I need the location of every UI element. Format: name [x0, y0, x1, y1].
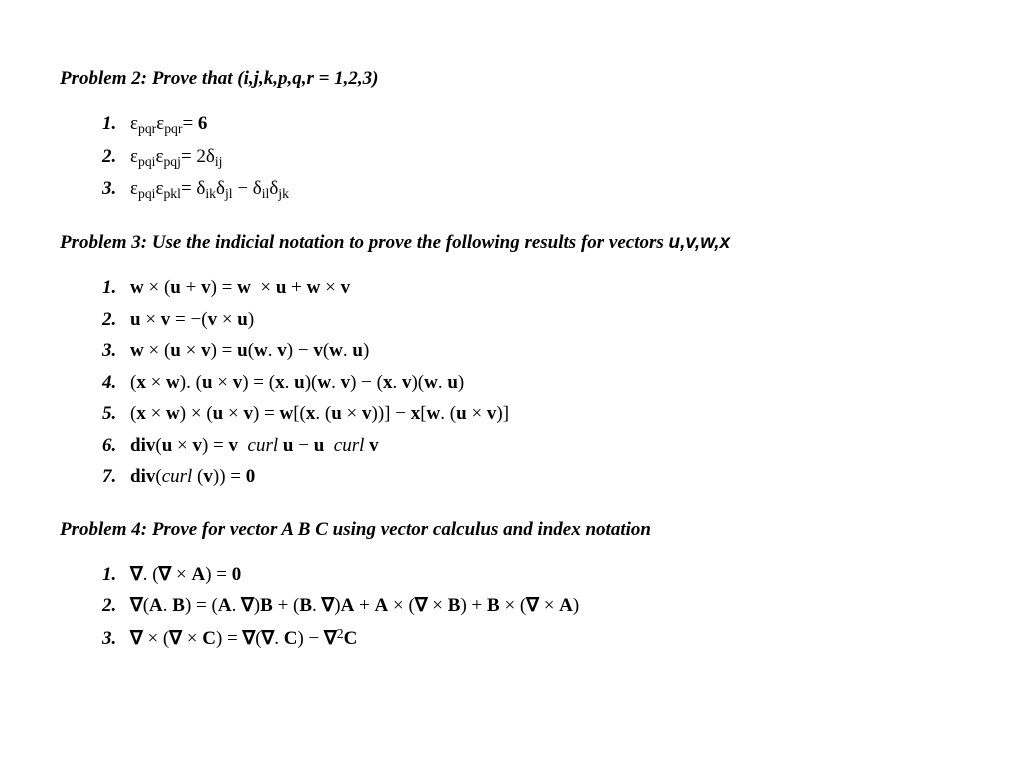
item-number: 2. — [102, 143, 130, 171]
item-number: 1. — [102, 110, 130, 138]
list-item: 4.(x × w). (u × v) = (x. u)(w. v) − (x. … — [102, 369, 964, 397]
item-body: εpqiεpkl= δikδjl − δilδjk — [130, 178, 289, 199]
item-number: 6. — [102, 432, 130, 460]
item-body: w × (u + v) = w × u + w × v — [130, 277, 350, 298]
item-body: ∇. (∇ × A) = 0 — [130, 564, 241, 585]
list-item: 5.(x × w) × (u × v) = w[(x. (u × v))] − … — [102, 400, 964, 428]
list-item: 1.w × (u + v) = w × u + w × v — [102, 274, 964, 302]
item-number: 1. — [102, 561, 130, 589]
problem3-heading-vectors: u,v,w,x — [669, 232, 731, 253]
problem4-heading: Problem 4: Prove for vector A B C using … — [60, 519, 964, 541]
item-number: 2. — [102, 306, 130, 334]
item-body: ∇ × (∇ × C) = ∇(∇. C) − ∇2C — [130, 628, 357, 649]
item-number: 5. — [102, 400, 130, 428]
list-item: 6.div(u × v) = v curl u − u curl v — [102, 432, 964, 460]
item-body: div(curl (v)) = 0 — [130, 466, 255, 487]
problem3-heading-text: Problem 3: Use the indicial notation to … — [60, 232, 669, 253]
list-item: 2.∇(A. B) = (A. ∇)B + (B. ∇)A + A × (∇ ×… — [102, 592, 964, 620]
item-body: (x × w). (u × v) = (x. u)(w. v) − (x. v)… — [130, 372, 464, 393]
list-item: 2.u × v = −(v × u) — [102, 306, 964, 334]
list-item: 1.∇. (∇ × A) = 0 — [102, 561, 964, 589]
list-item: 2.εpqiεpqj= 2δij — [102, 143, 964, 172]
list-item: 3.∇ × (∇ × C) = ∇(∇. C) − ∇2C — [102, 624, 964, 653]
list-item: 3.w × (u × v) = u(w. v) − v(w. u) — [102, 337, 964, 365]
problem3-heading: Problem 3: Use the indicial notation to … — [60, 232, 964, 254]
item-body: εpqrεpqr= 6 — [130, 113, 207, 134]
item-body: εpqiεpqj= 2δij — [130, 146, 222, 167]
item-body: u × v = −(v × u) — [130, 309, 254, 330]
item-number: 3. — [102, 175, 130, 203]
problem2-list: 1.εpqrεpqr= 62.εpqiεpqj= 2δij3.εpqiεpkl=… — [60, 110, 964, 204]
problem3-list: 1.w × (u + v) = w × u + w × v2.u × v = −… — [60, 274, 964, 491]
list-item: 7.div(curl (v)) = 0 — [102, 463, 964, 491]
item-body: div(u × v) = v curl u − u curl v — [130, 435, 379, 456]
item-number: 4. — [102, 369, 130, 397]
item-number: 1. — [102, 274, 130, 302]
problem2-heading: Problem 2: Prove that (i,j,k,p,q,r = 1,2… — [60, 68, 964, 90]
item-body: w × (u × v) = u(w. v) − v(w. u) — [130, 340, 369, 361]
item-body: ∇(A. B) = (A. ∇)B + (B. ∇)A + A × (∇ × B… — [130, 595, 579, 616]
item-number: 7. — [102, 463, 130, 491]
item-number: 3. — [102, 625, 130, 653]
problem4-list: 1.∇. (∇ × A) = 02.∇(A. B) = (A. ∇)B + (B… — [60, 561, 964, 653]
item-number: 3. — [102, 337, 130, 365]
list-item: 1.εpqrεpqr= 6 — [102, 110, 964, 139]
list-item: 3.εpqiεpkl= δikδjl − δilδjk — [102, 175, 964, 204]
item-body: (x × w) × (u × v) = w[(x. (u × v))] − x[… — [130, 403, 509, 424]
item-number: 2. — [102, 592, 130, 620]
